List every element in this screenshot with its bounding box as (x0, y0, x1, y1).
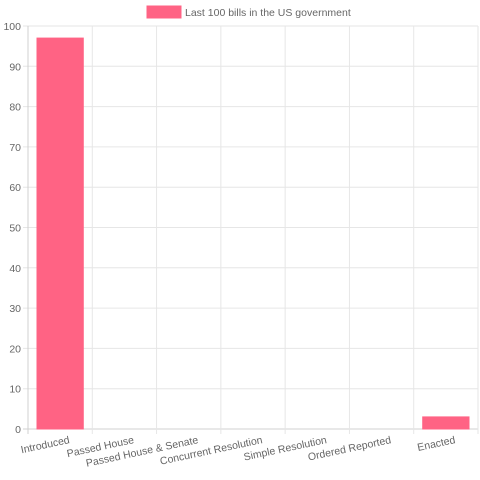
y-axis-ticks: 0 10 20 30 40 50 60 70 80 90 100 (3, 21, 21, 436)
y-tick-label: 50 (9, 223, 21, 235)
bar[interactable] (36, 37, 84, 430)
bars (36, 37, 470, 430)
x-tick-label: Introduced (20, 434, 71, 456)
legend-label: Last 100 bills in the US government (185, 7, 351, 19)
bar[interactable] (422, 416, 470, 430)
y-tick-label: 60 (9, 182, 21, 194)
x-tick-label: Enacted (416, 434, 456, 454)
y-tick-label: 100 (3, 21, 21, 33)
y-tick-label: 30 (9, 303, 21, 315)
y-tick-label: 40 (9, 263, 21, 275)
y-tick-label: 10 (9, 384, 21, 396)
y-tick-label: 90 (9, 61, 21, 73)
legend-swatch (146, 5, 182, 19)
chart-legend[interactable]: Last 100 bills in the US government (146, 5, 351, 19)
y-tick-label: 20 (9, 343, 21, 355)
y-tick-label: 80 (9, 102, 21, 114)
grid-lines (23, 25, 479, 434)
y-tick-label: 70 (9, 142, 21, 154)
y-tick-label: 0 (15, 424, 21, 436)
